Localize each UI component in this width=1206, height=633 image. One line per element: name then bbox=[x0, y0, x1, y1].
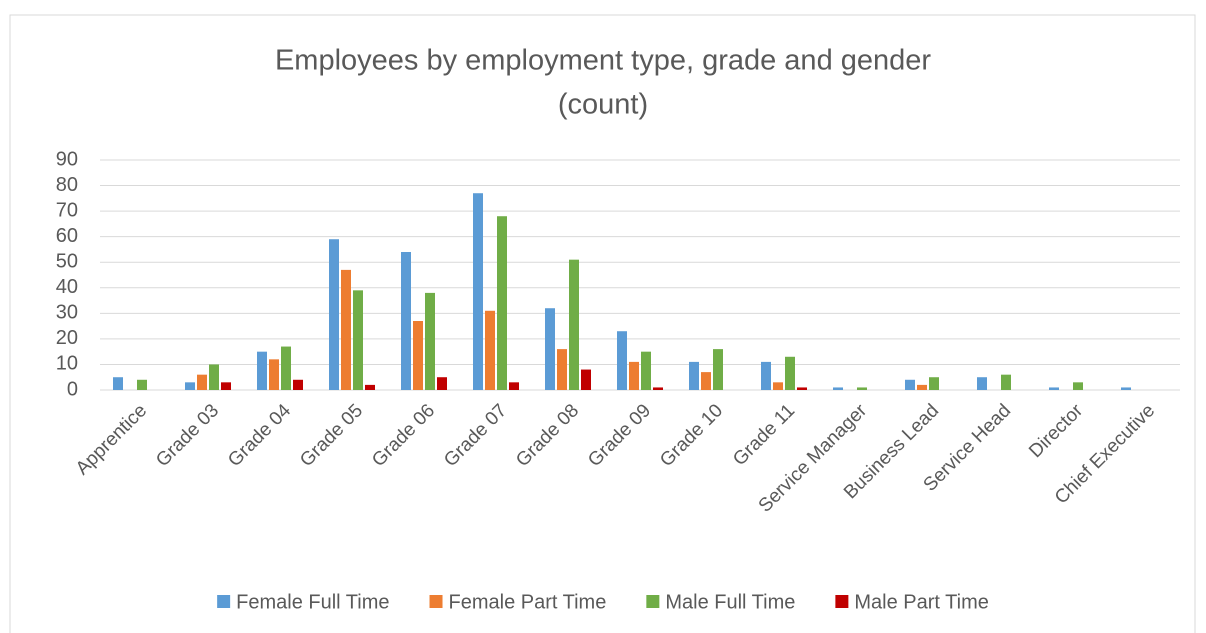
bar bbox=[401, 252, 411, 390]
y-tick-label: 30 bbox=[56, 302, 78, 324]
bar bbox=[197, 374, 207, 390]
legend-swatch bbox=[646, 595, 660, 608]
bar bbox=[557, 349, 567, 390]
legend-label: Male Full Time bbox=[665, 591, 795, 613]
bar bbox=[1001, 374, 1011, 390]
legend-swatch bbox=[835, 595, 849, 608]
legend-swatch bbox=[429, 595, 443, 608]
legend-item: Female Full Time bbox=[217, 591, 390, 613]
bar bbox=[509, 382, 519, 390]
bar bbox=[329, 239, 339, 390]
bar bbox=[629, 361, 639, 390]
chart-title-line: (count) bbox=[558, 89, 648, 121]
bar bbox=[113, 377, 123, 390]
bar bbox=[437, 377, 447, 390]
bar bbox=[497, 216, 507, 390]
bar bbox=[1073, 382, 1083, 390]
y-tick-label: 70 bbox=[56, 199, 78, 221]
y-tick-label: 80 bbox=[56, 174, 78, 196]
bar bbox=[473, 193, 483, 390]
bar bbox=[977, 377, 987, 390]
chart-title: Employees by employment type, grade and … bbox=[275, 45, 931, 121]
bar bbox=[641, 351, 651, 390]
bar bbox=[185, 382, 195, 390]
legend-item: Female Part Time bbox=[429, 591, 607, 613]
bar bbox=[281, 346, 291, 390]
bar bbox=[269, 359, 279, 390]
y-tick-label: 0 bbox=[67, 378, 78, 400]
bar bbox=[617, 331, 627, 390]
bar bbox=[569, 259, 579, 390]
bar bbox=[1049, 387, 1059, 390]
bar bbox=[857, 387, 867, 390]
y-tick-label: 50 bbox=[56, 251, 78, 273]
y-tick-label: 90 bbox=[56, 148, 78, 170]
y-tick-label: 60 bbox=[56, 225, 78, 247]
legend-item: Male Full Time bbox=[646, 591, 795, 613]
y-tick-label: 40 bbox=[56, 276, 78, 298]
legend-item: Male Part Time bbox=[835, 591, 989, 613]
bar bbox=[773, 382, 783, 390]
y-tick-label: 10 bbox=[56, 353, 78, 375]
chart-border bbox=[9, 14, 1196, 633]
bar bbox=[425, 292, 435, 390]
bar bbox=[221, 382, 231, 390]
bar bbox=[137, 379, 147, 390]
bar bbox=[293, 379, 303, 390]
bar bbox=[905, 379, 915, 390]
bar bbox=[365, 384, 375, 390]
bar bbox=[653, 387, 663, 390]
bar bbox=[929, 377, 939, 390]
bar bbox=[413, 321, 423, 390]
bar bbox=[545, 308, 555, 390]
chart-title-line: Employees by employment type, grade and … bbox=[275, 45, 931, 77]
bar bbox=[797, 387, 807, 390]
legend: Female Full Time Female Part Time Male Ful… bbox=[217, 591, 989, 613]
bar bbox=[689, 361, 699, 390]
bar bbox=[701, 372, 711, 390]
bar bbox=[761, 361, 771, 390]
bar bbox=[257, 351, 267, 390]
bar bbox=[1121, 387, 1131, 390]
bar bbox=[581, 369, 591, 390]
bar bbox=[785, 356, 795, 390]
bar bbox=[341, 269, 351, 390]
bar bbox=[209, 364, 219, 390]
bar bbox=[485, 310, 495, 390]
legend-label: Female Full Time bbox=[236, 591, 389, 613]
legend-swatch bbox=[217, 595, 231, 608]
bar bbox=[353, 290, 363, 390]
legend-label: Male Part Time bbox=[854, 591, 988, 613]
y-tick-label: 20 bbox=[56, 327, 78, 349]
bar bbox=[833, 387, 843, 390]
legend-label: Female Part Time bbox=[449, 591, 607, 613]
bar bbox=[713, 349, 723, 390]
bar bbox=[917, 384, 927, 390]
